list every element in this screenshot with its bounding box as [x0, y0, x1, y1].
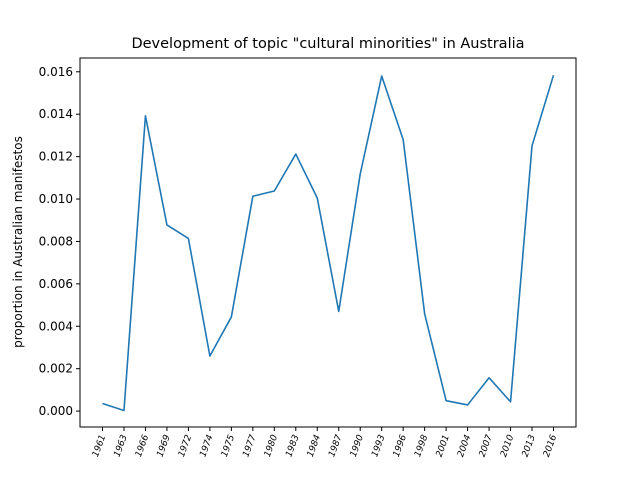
x-tick-label: 1983: [284, 433, 301, 458]
x-tick-label: 1974: [198, 433, 215, 458]
x-tick-label: 1963: [113, 433, 130, 458]
y-tick-label: 0.012: [39, 150, 73, 164]
x-tick-label: 1996: [392, 433, 409, 458]
chart-title: Development of topic "cultural minoritie…: [131, 36, 524, 52]
x-tick-label: 2004: [456, 433, 473, 458]
x-tick-label: 1984: [306, 433, 323, 458]
x-tick-label: 2016: [542, 433, 559, 458]
series-line: [102, 74, 555, 412]
plot-area: 0.000 0.002 0.004 0.006 0.008 0.010 0.012 0.014…: [39, 65, 560, 459]
x-tick-label: 2010: [499, 433, 516, 458]
x-tick-label: 1980: [263, 433, 280, 458]
y-tick-label: 0.010: [39, 192, 73, 206]
x-tick-label: 1969: [156, 433, 173, 458]
x-tick-label: 1975: [220, 433, 237, 458]
x-tick-label: 1987: [327, 433, 344, 458]
x-tick-label: 1998: [413, 433, 430, 458]
plot-frame: [79, 57, 577, 428]
y-tick-label: 0.004: [39, 319, 73, 333]
x-tick-label: 1990: [349, 433, 366, 458]
y-tick-label: 0.000: [39, 404, 73, 418]
x-tick-label: 1977: [241, 433, 258, 458]
y-tick-label: 0.006: [39, 277, 73, 291]
x-tick-label: 2013: [521, 433, 538, 458]
x-tick-label: 1972: [177, 433, 194, 458]
y-axis-label: proportion in Australian manifestos: [11, 136, 25, 348]
x-tick-label: 1966: [134, 433, 151, 458]
x-tick-label: 1961: [91, 434, 108, 459]
y-tick-label: 0.008: [39, 234, 73, 248]
x-tick-label: 2007: [478, 433, 495, 458]
y-tick-label: 0.014: [39, 107, 73, 121]
x-tick-label: 1993: [370, 433, 387, 458]
y-tick-label: 0.002: [39, 362, 73, 376]
x-tick-label: 2001: [435, 434, 452, 459]
y-tick-label: 0.016: [39, 65, 73, 79]
